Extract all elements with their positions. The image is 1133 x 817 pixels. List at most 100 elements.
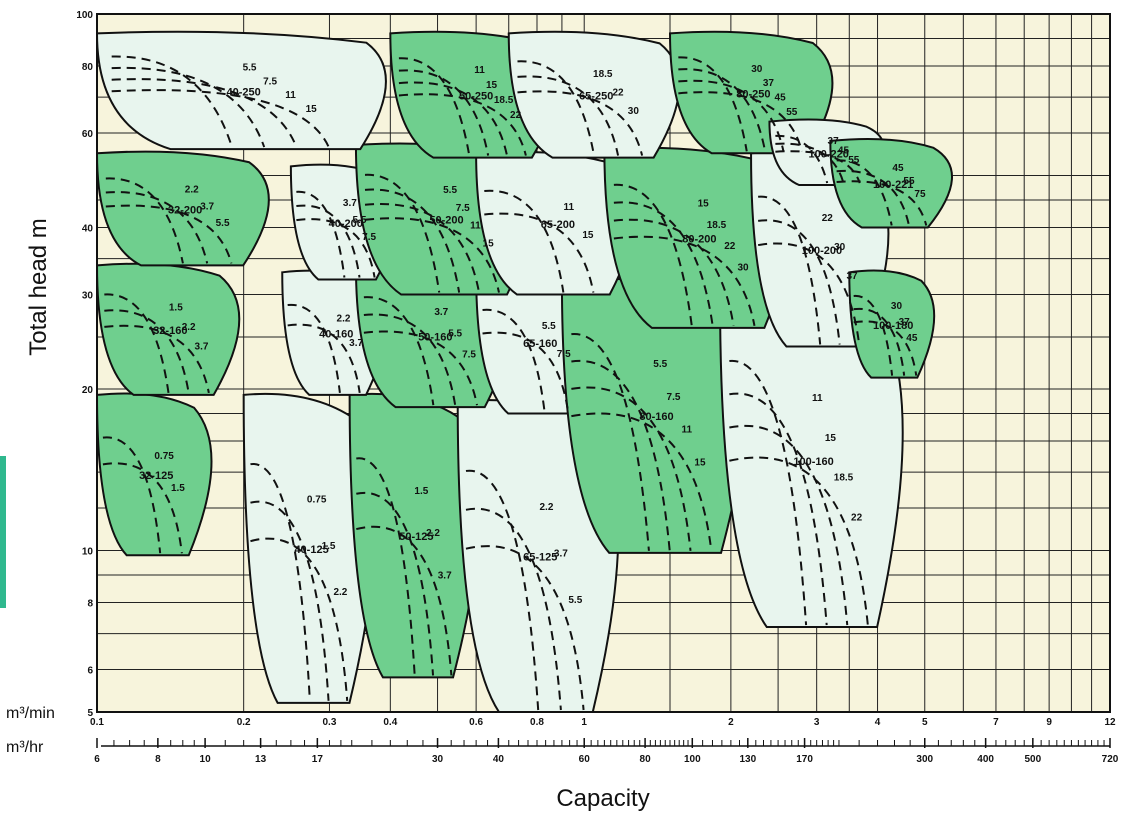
motor-kw-label: 11 bbox=[564, 202, 575, 213]
motor-kw-label: 30 bbox=[751, 64, 763, 75]
motor-kw-label: 1.5 bbox=[322, 541, 336, 552]
motor-kw-label: 22 bbox=[822, 213, 834, 224]
motor-curve bbox=[678, 56, 748, 152]
zone-label: 50-250 bbox=[459, 90, 493, 102]
zone-labels: 0.751.532-1250.751.52.240-1251.52.23.750… bbox=[139, 62, 926, 606]
y-tick-label: 6 bbox=[87, 666, 93, 677]
motor-curve bbox=[250, 500, 330, 701]
motor-kw-label: 0.75 bbox=[154, 451, 174, 462]
motor-curve bbox=[111, 55, 233, 148]
zone-label: 50-200 bbox=[429, 215, 463, 227]
x-tick-label: 4 bbox=[875, 717, 881, 728]
motor-kw-label: 15 bbox=[483, 239, 495, 250]
x-tick-label: 9 bbox=[1046, 717, 1052, 728]
motor-kw-label: 2.2 bbox=[182, 322, 196, 333]
motor-curve bbox=[111, 89, 330, 148]
motor-kw-label: 7.5 bbox=[456, 203, 470, 214]
zone-label: 40-200 bbox=[329, 218, 363, 230]
motor-kw-label: 45 bbox=[775, 93, 787, 104]
motor-curve bbox=[757, 219, 841, 345]
motor-curve bbox=[836, 180, 928, 226]
motor-kw-label: 7.5 bbox=[667, 392, 681, 403]
motor-curve bbox=[102, 436, 162, 554]
motor-curve bbox=[853, 307, 906, 376]
zone-label: 50-125 bbox=[399, 531, 433, 543]
motor-kw-label: 1.5 bbox=[171, 483, 185, 494]
motor-curve bbox=[613, 235, 756, 327]
zone-label: 50-160 bbox=[418, 331, 452, 343]
motor-curve bbox=[398, 81, 508, 156]
motor-kw-label: 22 bbox=[851, 513, 863, 524]
motor-curve bbox=[104, 293, 170, 394]
motor-kw-label: 22 bbox=[510, 110, 522, 121]
motor-kw-label: 15 bbox=[698, 198, 710, 209]
motor-curve bbox=[571, 412, 713, 551]
zone-label: 32-160 bbox=[153, 325, 187, 337]
m3hr-tick-label: 40 bbox=[493, 754, 505, 765]
motor-kw-label: 15 bbox=[486, 80, 498, 91]
motor-curve bbox=[678, 91, 803, 152]
motor-kw-label: 2.2 bbox=[337, 313, 351, 324]
motor-kw-label: 37 bbox=[763, 78, 775, 89]
y-tick-label: 5 bbox=[87, 708, 93, 719]
motor-curve bbox=[104, 324, 210, 394]
motor-curve bbox=[465, 545, 585, 711]
motor-kw-label: 3.7 bbox=[438, 571, 452, 582]
y-tick-label: 10 bbox=[82, 546, 94, 557]
motor-kw-label: 18.5 bbox=[707, 220, 727, 231]
motor-curve bbox=[678, 79, 785, 152]
motor-curve bbox=[356, 457, 416, 676]
x-tick-label: 0.2 bbox=[237, 717, 251, 728]
motor-curve bbox=[729, 456, 869, 626]
m3hr-tick-label: 30 bbox=[432, 754, 444, 765]
motor-kw-label: 22 bbox=[613, 87, 625, 98]
x-tick-label: 0.6 bbox=[469, 717, 483, 728]
motor-kw-label: 5.5 bbox=[568, 595, 582, 606]
motor-curve bbox=[729, 425, 849, 626]
motor-curve bbox=[287, 303, 341, 394]
zone-label: 65-160 bbox=[523, 338, 557, 350]
y-tick-label: 40 bbox=[82, 223, 94, 234]
m3hr-tick-label: 8 bbox=[155, 754, 161, 765]
zone-100-221 bbox=[829, 138, 953, 229]
motor-curve bbox=[836, 159, 893, 226]
x-tick-labels-m3min: 0.1 0.2 0.3 0.4 0.6 0.8 1 2 3 4 5 7 9 12 bbox=[90, 717, 1116, 728]
m3hr-tick-label: 17 bbox=[312, 754, 324, 765]
motor-curve bbox=[296, 218, 376, 278]
motor-kw-label: 5.5 bbox=[653, 359, 667, 370]
motor-curve bbox=[729, 392, 828, 626]
motor-kw-label: 15 bbox=[582, 230, 594, 241]
motor-curve bbox=[105, 177, 184, 264]
motor-curve bbox=[356, 491, 435, 676]
pump-zones bbox=[95, 30, 953, 713]
motor-kw-label: 7.5 bbox=[557, 349, 571, 360]
x-tick-label: 0.4 bbox=[383, 717, 397, 728]
motor-curve bbox=[105, 204, 233, 264]
motor-curve bbox=[250, 537, 349, 701]
motor-kw-label: 3.7 bbox=[343, 198, 357, 209]
x-tick-label: 0.8 bbox=[530, 717, 544, 728]
unit-m3hr-label: m³/hr bbox=[6, 739, 44, 756]
motor-kw-label: 7.5 bbox=[362, 232, 376, 243]
motor-kw-label: 18.5 bbox=[593, 69, 613, 80]
motor-curve bbox=[758, 195, 822, 345]
motor-curve bbox=[571, 386, 692, 551]
zone-label: 40-160 bbox=[319, 329, 353, 341]
side-accent-bar bbox=[0, 456, 6, 608]
zone-100-180 bbox=[848, 269, 936, 379]
x-tick-label: 3 bbox=[814, 717, 820, 728]
y-tick-label: 100 bbox=[76, 10, 93, 21]
motor-kw-label: 2.2 bbox=[426, 528, 440, 539]
m3hr-tick-label: 6 bbox=[94, 754, 100, 765]
motor-curve bbox=[775, 142, 845, 184]
motor-kw-label: 3.7 bbox=[200, 201, 214, 212]
y-tick-label: 20 bbox=[82, 385, 94, 396]
motor-curve bbox=[757, 242, 861, 345]
motor-curve bbox=[465, 507, 562, 711]
zone-label: 40-125 bbox=[294, 544, 328, 556]
motor-kw-label: 3.7 bbox=[195, 342, 209, 353]
motor-curve bbox=[613, 201, 714, 327]
motor-kw-label: 30 bbox=[738, 263, 750, 274]
unit-m3min-label: m³/min bbox=[6, 705, 55, 722]
